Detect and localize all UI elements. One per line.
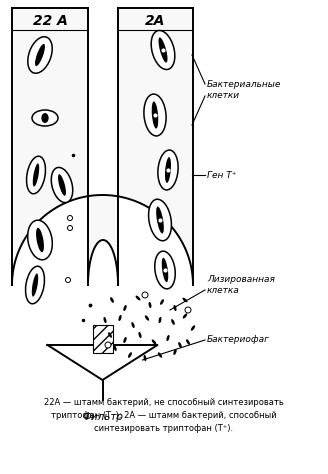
Ellipse shape	[32, 110, 58, 126]
Text: 2A: 2A	[145, 14, 166, 28]
Ellipse shape	[138, 332, 142, 338]
Ellipse shape	[167, 335, 170, 341]
Circle shape	[66, 277, 71, 283]
Ellipse shape	[36, 228, 44, 252]
Circle shape	[105, 342, 111, 348]
Ellipse shape	[113, 345, 117, 351]
Ellipse shape	[144, 94, 166, 136]
Bar	[92, 325, 113, 353]
Ellipse shape	[145, 315, 149, 321]
Text: Ген T⁺: Ген T⁺	[207, 171, 236, 180]
Ellipse shape	[131, 322, 135, 328]
Text: 22 A: 22 A	[32, 14, 68, 28]
Circle shape	[185, 307, 191, 313]
Ellipse shape	[32, 273, 38, 297]
Ellipse shape	[165, 157, 171, 183]
Ellipse shape	[118, 315, 122, 321]
Ellipse shape	[158, 150, 178, 190]
Ellipse shape	[123, 337, 127, 343]
Text: Бактериальные
клетки: Бактериальные клетки	[207, 80, 281, 100]
Text: синтезировать триптофан (Т⁺).: синтезировать триптофан (Т⁺).	[94, 424, 234, 433]
Ellipse shape	[27, 156, 46, 194]
Ellipse shape	[186, 339, 190, 345]
Circle shape	[68, 216, 72, 220]
Text: 22А — штамм бактерий, не способный синтезировать: 22А — штамм бактерий, не способный синте…	[44, 398, 284, 407]
Text: Лизированная
клетка: Лизированная клетка	[207, 275, 275, 295]
Circle shape	[68, 226, 72, 230]
Ellipse shape	[156, 207, 164, 234]
Ellipse shape	[178, 342, 182, 348]
Ellipse shape	[33, 164, 39, 187]
Ellipse shape	[135, 296, 140, 301]
Circle shape	[142, 292, 148, 298]
Ellipse shape	[183, 313, 187, 319]
Ellipse shape	[171, 319, 175, 325]
Ellipse shape	[110, 297, 114, 303]
Ellipse shape	[152, 339, 156, 345]
Ellipse shape	[160, 299, 164, 305]
Ellipse shape	[191, 325, 195, 331]
Ellipse shape	[26, 266, 45, 304]
Ellipse shape	[173, 349, 177, 355]
Ellipse shape	[58, 174, 66, 196]
Ellipse shape	[158, 317, 161, 323]
Polygon shape	[48, 345, 157, 380]
Ellipse shape	[28, 37, 52, 73]
Ellipse shape	[128, 352, 132, 358]
Ellipse shape	[174, 305, 176, 311]
Text: Бактериофаг: Бактериофаг	[207, 336, 270, 345]
Ellipse shape	[149, 199, 172, 241]
Ellipse shape	[152, 101, 158, 128]
Ellipse shape	[149, 302, 152, 308]
Polygon shape	[12, 8, 193, 285]
Ellipse shape	[123, 305, 127, 311]
Ellipse shape	[155, 251, 175, 289]
Ellipse shape	[35, 44, 45, 66]
Ellipse shape	[41, 113, 49, 123]
Ellipse shape	[144, 355, 146, 361]
Text: Фильтр: Фильтр	[82, 412, 123, 422]
Ellipse shape	[151, 30, 175, 70]
Text: триптофан (Т⁻); 2А — штамм бактерий, способный: триптофан (Т⁻); 2А — штамм бактерий, спо…	[51, 411, 277, 420]
Ellipse shape	[162, 258, 168, 282]
Ellipse shape	[158, 37, 168, 63]
Ellipse shape	[28, 220, 52, 260]
Ellipse shape	[51, 167, 73, 202]
Ellipse shape	[103, 317, 107, 323]
Ellipse shape	[108, 332, 112, 338]
Ellipse shape	[182, 298, 188, 302]
Ellipse shape	[158, 352, 162, 358]
